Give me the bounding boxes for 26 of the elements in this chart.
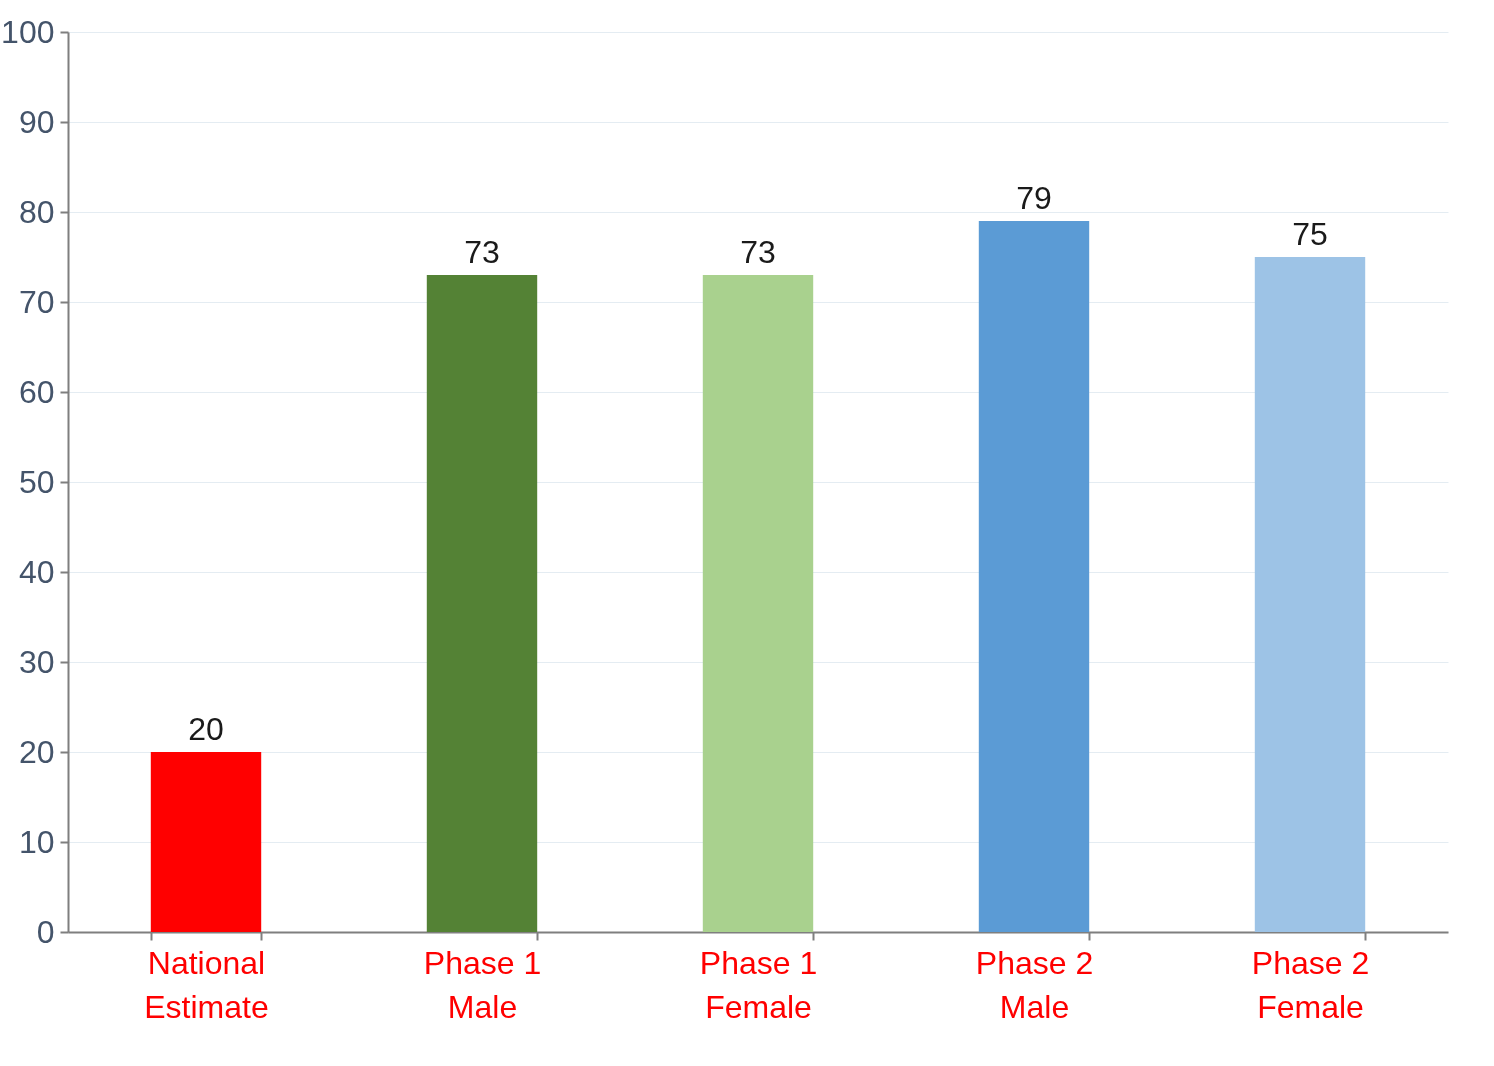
data-label: 20 [188, 711, 224, 747]
bar [978, 221, 1090, 932]
y-tick-label: 30 [18, 643, 55, 680]
bar [150, 752, 262, 932]
data-label: 73 [740, 234, 776, 270]
y-tick-label: 90 [18, 103, 55, 140]
x-tick-label: Phase 2 Male [975, 944, 1094, 1025]
bar [1254, 257, 1366, 932]
data-label: 79 [1016, 180, 1052, 216]
y-tick-label: 0 [36, 913, 55, 950]
bar [702, 275, 814, 932]
y-tick-label: 10 [18, 823, 55, 860]
y-tick-label: 60 [18, 373, 55, 410]
data-label: 73 [464, 234, 500, 270]
y-tick-label: 80 [18, 193, 55, 230]
y-tick-label: 100 [1, 13, 55, 50]
y-tick-label: 70 [18, 283, 55, 320]
x-tick-label: Phase 1 Male [423, 944, 542, 1025]
x-tick-label: Phase 1 Female [699, 944, 818, 1025]
data-label: 75 [1292, 216, 1328, 252]
y-tick-label: 50 [18, 463, 55, 500]
x-tick-label: National Estimate [144, 944, 269, 1025]
x-tick-label: Phase 2 Female [1251, 944, 1370, 1025]
bar [426, 275, 538, 932]
y-tick-label: 20 [18, 733, 55, 770]
y-tick-label: 40 [18, 553, 55, 590]
